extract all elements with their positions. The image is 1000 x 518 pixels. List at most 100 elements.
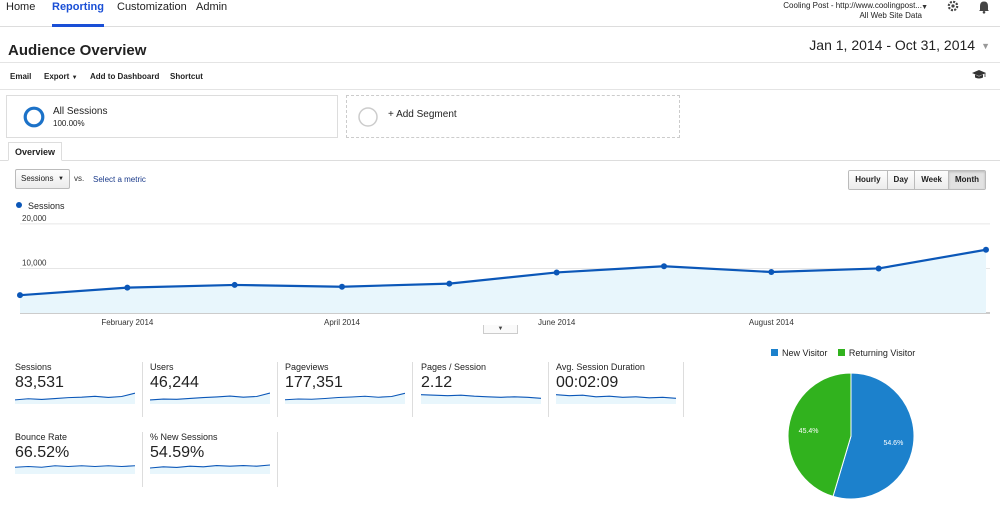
- export-caret-icon: ▼: [71, 75, 78, 81]
- scorecard-bounce-rate[interactable]: Bounce Rate 66.52%: [15, 432, 143, 487]
- segment-title: All Sessions: [53, 106, 108, 117]
- select-metric-link[interactable]: Select a metric: [93, 175, 146, 184]
- scorecard--new-sessions[interactable]: % New Sessions 54.59%: [150, 432, 278, 487]
- sparkline: [15, 392, 135, 404]
- nav-tab-customization[interactable]: Customization: [117, 1, 187, 13]
- account-dropdown-icon[interactable]: ▼: [921, 4, 928, 11]
- sparkline: [556, 394, 676, 404]
- sessions-line-chart: 20,000 10,000 February 2014 April 2014 June …: [17, 215, 990, 327]
- scorecard-label: % New Sessions: [150, 432, 218, 442]
- sparkline-line: [556, 394, 676, 399]
- scorecard-label: Pageviews: [285, 362, 329, 372]
- segment-percent: 100.00%: [53, 119, 85, 128]
- pie-slice-new-visitor[interactable]: [832, 372, 915, 500]
- x-tick-label: August 2014: [749, 318, 794, 327]
- pie-legend: New Visitor Returning Visitor: [771, 348, 915, 358]
- date-range-selector[interactable]: Jan 1, 2014 - Oct 31, 2014 ▼: [809, 37, 990, 53]
- nav-tab-home[interactable]: Home: [6, 1, 36, 13]
- granularity-toggle: Hourly Day Week Month: [848, 170, 986, 190]
- x-tick-label: June 2014: [538, 318, 576, 327]
- sparkline-area: [15, 393, 135, 404]
- scorecard-label: Bounce Rate: [15, 432, 68, 442]
- sparkline-area: [285, 393, 405, 404]
- scorecard-sessions[interactable]: Sessions 83,531: [15, 362, 143, 417]
- legend-swatch-new: [771, 349, 778, 356]
- account-selector[interactable]: Cooling Post - http://www.coolingpost...…: [783, 1, 922, 21]
- data-point[interactable]: [768, 269, 775, 276]
- scorecard-avg-session-duration[interactable]: Avg. Session Duration 00:02:09: [556, 362, 684, 417]
- tab-bar-line: [0, 160, 1000, 161]
- sparkline-area: [556, 394, 676, 404]
- sparkline-line: [150, 464, 270, 469]
- data-point[interactable]: [661, 263, 667, 270]
- add-segment-button[interactable]: + Add Segment: [346, 95, 680, 138]
- gear-icon[interactable]: [946, 0, 960, 14]
- sparkline-area: [15, 465, 135, 474]
- chart-collapse-handle[interactable]: ▼: [483, 325, 518, 334]
- scorecard-value: 83,531: [15, 374, 64, 391]
- legend-new-visitor: New Visitor: [782, 348, 828, 358]
- email-button[interactable]: Email: [10, 72, 32, 81]
- data-point[interactable]: [983, 246, 989, 253]
- scorecard-label: Pages / Session: [421, 362, 487, 372]
- nav-tab-reporting[interactable]: Reporting: [52, 0, 104, 27]
- scorecard-users[interactable]: Users 46,244: [150, 362, 278, 417]
- scorecard-value: 2.12: [421, 374, 453, 391]
- scorecard-pageviews[interactable]: Pageviews 177,351: [285, 362, 413, 417]
- scorecard-value: 66.52%: [15, 444, 70, 461]
- legend-returning-visitor: Returning Visitor: [848, 348, 916, 358]
- top-navigation: Home Reporting Customization Admin Cooli…: [0, 0, 1000, 27]
- add-to-dashboard-button[interactable]: Add to Dashboard: [90, 72, 160, 81]
- visitor-pie-chart: 54.6% 45.4%: [787, 372, 915, 500]
- pie-slice-label: 45.4%: [799, 428, 819, 435]
- tab-overview[interactable]: Overview: [8, 142, 62, 161]
- sparkline: [421, 394, 541, 404]
- chart-legend: Sessions: [16, 201, 65, 211]
- hourly-button[interactable]: Hourly: [849, 171, 887, 189]
- add-segment-label: + Add Segment: [388, 109, 457, 120]
- segment-all-sessions[interactable]: All Sessions 100.00%: [6, 95, 338, 138]
- legend-sessions: Sessions: [28, 201, 65, 211]
- sparkline: [150, 392, 270, 404]
- pie-slice-label: 54.6%: [883, 440, 903, 447]
- y-tick-label: 10,000: [22, 258, 47, 267]
- data-point[interactable]: [124, 284, 131, 291]
- week-button[interactable]: Week: [914, 171, 948, 189]
- segment-ring-icon: [23, 106, 45, 128]
- legend-dot: [16, 202, 22, 208]
- x-tick-label: April 2014: [324, 318, 361, 327]
- vs-label: vs.: [74, 174, 85, 183]
- data-point[interactable]: [553, 269, 560, 276]
- chevron-down-icon: ▼: [981, 41, 990, 52]
- data-point[interactable]: [875, 265, 882, 272]
- scorecard-label: Sessions: [15, 362, 52, 372]
- scorecard-label: Avg. Session Duration: [556, 362, 645, 372]
- bell-icon[interactable]: [977, 0, 991, 14]
- data-point[interactable]: [446, 280, 453, 287]
- scorecard-value: 54.59%: [150, 444, 205, 461]
- sparkline: [15, 465, 135, 474]
- metric-select-value: Sessions: [21, 174, 54, 183]
- account-view: All Web Site Data: [859, 11, 922, 20]
- sparkline-line: [150, 392, 270, 401]
- graduation-cap-icon[interactable]: [972, 70, 986, 80]
- metric-select[interactable]: Sessions ▼: [15, 169, 70, 189]
- header-divider: [0, 62, 1000, 63]
- day-button[interactable]: Day: [886, 171, 915, 189]
- scorecard-value: 177,351: [285, 374, 343, 391]
- page-title: Audience Overview: [8, 42, 147, 59]
- export-button[interactable]: Export ▼: [44, 72, 78, 81]
- pie-slice-returning-visitor[interactable]: [787, 372, 852, 498]
- x-tick-label: February 2014: [101, 318, 154, 327]
- date-range-label: Jan 1, 2014 - Oct 31, 2014: [809, 37, 976, 53]
- sparkline-line: [285, 392, 405, 401]
- scorecard-pages-session[interactable]: Pages / Session 2.12: [421, 362, 549, 417]
- sessions-line: [19, 248, 987, 297]
- nav-tab-admin[interactable]: Admin: [196, 1, 228, 13]
- month-button[interactable]: Month: [948, 171, 985, 189]
- data-point[interactable]: [231, 281, 238, 288]
- data-point[interactable]: [339, 283, 345, 290]
- shortcut-button[interactable]: Shortcut: [170, 72, 203, 81]
- data-point[interactable]: [17, 292, 23, 299]
- sparkline: [285, 392, 405, 404]
